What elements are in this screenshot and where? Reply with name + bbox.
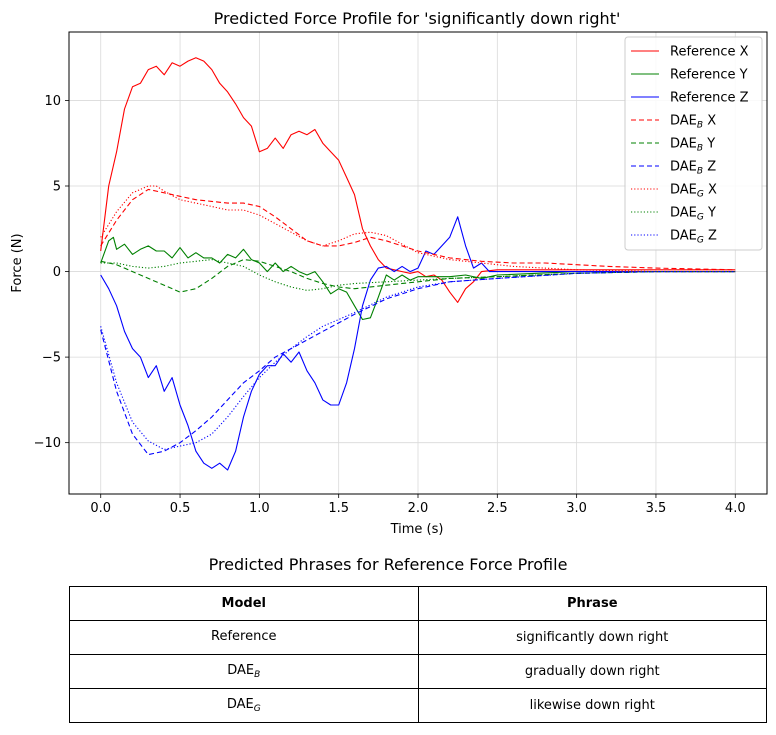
chart-title: Predicted Force Profile for 'significant… — [214, 9, 621, 28]
model-cell: Reference — [69, 620, 419, 655]
legend-label: DAEG Z — [670, 229, 717, 246]
series-line-3 — [100, 188, 736, 271]
legend-label: DAEB Z — [670, 160, 716, 177]
y-tick-label: −10 — [34, 436, 61, 451]
phrase-cell: gradually down right — [417, 654, 767, 689]
series-line-2 — [100, 216, 736, 471]
x-tick-label: 4.0 — [725, 501, 746, 516]
series-line-1 — [100, 236, 736, 321]
plot-frame — [68, 31, 768, 495]
x-tick-label: 1.5 — [328, 501, 349, 516]
table-title: Predicted Phrases for Reference Force Pr… — [208, 555, 568, 574]
legend-label: DAEB X — [670, 114, 716, 131]
y-axis-label: Force (N) — [10, 233, 25, 292]
y-tick-label: −5 — [42, 351, 61, 366]
x-tick-label: 0.0 — [90, 501, 111, 516]
header-model: Model — [69, 586, 419, 621]
x-tick-label: 1.0 — [249, 501, 270, 516]
x-tick-label: 3.0 — [566, 501, 587, 516]
phrase-table: Model Phrase Reference significantly dow… — [69, 586, 767, 723]
series-line-7 — [100, 259, 736, 291]
table-header-row: Model Phrase — [69, 586, 767, 621]
legend-label: Reference X — [670, 45, 749, 60]
legend-label: DAEB Y — [670, 137, 715, 154]
phrase-cell: significantly down right — [417, 620, 767, 655]
model-cell: DAEB — [69, 654, 419, 689]
x-tick-label: 2.0 — [408, 501, 429, 516]
x-tick-label: 0.5 — [170, 501, 191, 516]
y-tick-label: 10 — [44, 94, 61, 109]
x-tick-label: 2.5 — [487, 501, 508, 516]
y-tick-label: 0 — [53, 265, 61, 280]
table-row: DAEG likewise down right — [69, 688, 767, 723]
model-cell: DAEG — [69, 688, 419, 723]
legend-label: DAEG Y — [670, 206, 716, 223]
series-line-4 — [100, 259, 736, 293]
table-row: DAEB gradually down right — [69, 654, 767, 689]
legend: Reference X Reference Y Reference Z DAEB X D… — [624, 36, 763, 251]
table-row: Reference significantly down right — [69, 620, 767, 655]
series-line-8 — [100, 271, 736, 451]
legend-box — [624, 36, 763, 251]
legend-label: Reference Z — [670, 91, 749, 106]
series-lines — [100, 57, 736, 471]
x-axis-label: Time (s) — [390, 522, 444, 537]
legend-label: DAEG X — [670, 183, 717, 200]
legend-label: Reference Y — [670, 68, 748, 83]
axes: 0.0 0.5 1.0 1.5 2.0 2.5 3.0 3.5 4.0 −10 −5 0 5 10 — [34, 31, 768, 516]
phrase-cell: likewise down right — [417, 688, 767, 723]
header-phrase: Phrase — [417, 586, 767, 621]
series-line-0 — [100, 57, 736, 303]
y-tick-label: 5 — [53, 180, 61, 195]
force-profile-chart: Predicted Force Profile for 'significant… — [10, 9, 768, 537]
x-tick-label: 3.5 — [646, 501, 667, 516]
